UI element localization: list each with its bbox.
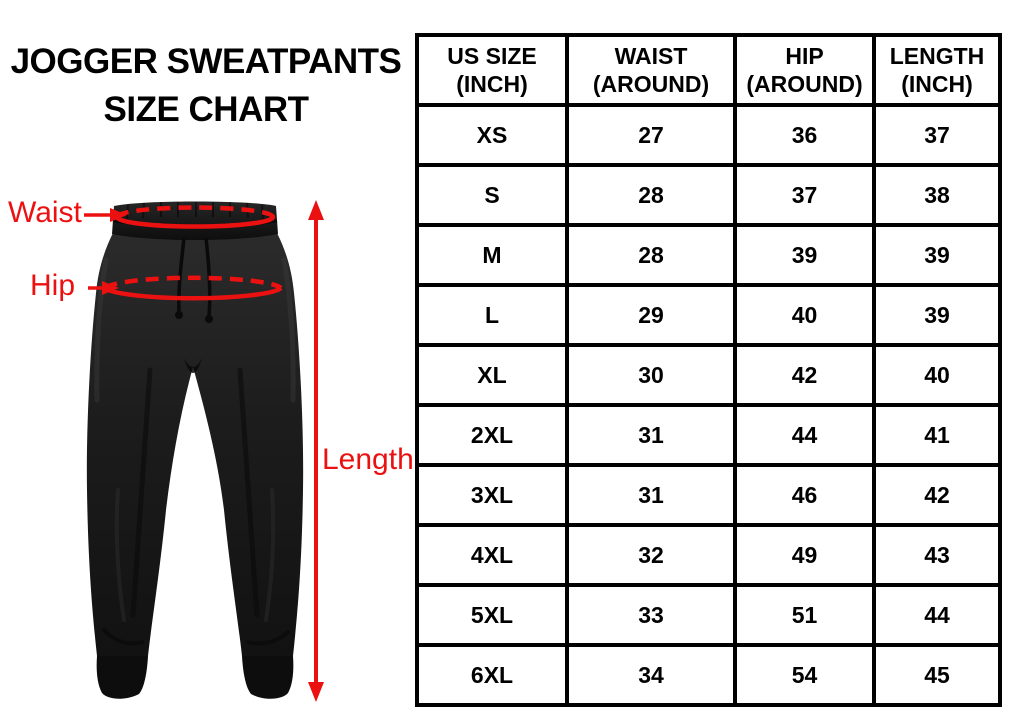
cell-us-size: S bbox=[415, 163, 569, 227]
cell-hip: 37 bbox=[733, 163, 876, 227]
cell-us-size: 2XL bbox=[415, 403, 569, 467]
cell-waist: 29 bbox=[565, 283, 737, 347]
title-line-1: JOGGER SWEATPANTS bbox=[10, 42, 402, 81]
waist-label: Waist bbox=[8, 196, 82, 229]
column-header-waist: WAIST (AROUND) bbox=[565, 33, 737, 107]
cell-hip: 44 bbox=[733, 403, 876, 467]
pants-body bbox=[86, 233, 304, 656]
crotch-shadow bbox=[184, 358, 202, 373]
waist-arrow bbox=[84, 208, 127, 222]
cell-us-size: 3XL bbox=[415, 463, 569, 527]
cell-hip: 46 bbox=[733, 463, 876, 527]
column-header-hip: HIP (AROUND) bbox=[733, 33, 876, 107]
cell-hip: 49 bbox=[733, 523, 876, 587]
cell-us-size: L bbox=[415, 283, 569, 347]
cell-hip: 36 bbox=[733, 103, 876, 167]
cell-length: 37 bbox=[872, 103, 1002, 167]
cell-length: 42 bbox=[872, 463, 1002, 527]
row-2xl: 2XL 31 44 41 bbox=[415, 403, 1002, 467]
cell-waist: 31 bbox=[565, 403, 737, 467]
cell-us-size: XS bbox=[415, 103, 569, 167]
waistband bbox=[112, 201, 278, 240]
row-5xl: 5XL 33 51 44 bbox=[415, 583, 1002, 647]
cell-length: 39 bbox=[872, 223, 1002, 287]
row-3xl: 3XL 31 46 42 bbox=[415, 463, 1002, 527]
cell-hip: 54 bbox=[733, 643, 876, 707]
cell-length: 43 bbox=[872, 523, 1002, 587]
fabric-folds bbox=[94, 257, 296, 646]
cell-us-size: XL bbox=[415, 343, 569, 407]
cell-waist: 31 bbox=[565, 463, 737, 527]
cell-us-size: 5XL bbox=[415, 583, 569, 647]
page-title: JOGGER SWEATPANTS SIZE CHART bbox=[0, 38, 412, 134]
row-m: M 28 39 39 bbox=[415, 223, 1002, 287]
hip-measure-ellipse bbox=[103, 275, 283, 301]
cell-length: 45 bbox=[872, 643, 1002, 707]
hip-label: Hip bbox=[30, 269, 76, 302]
column-header-us-size: US SIZE (INCH) bbox=[415, 33, 569, 107]
row-6xl: 6XL 34 54 45 bbox=[415, 643, 1002, 707]
length-label: Length bbox=[322, 443, 414, 476]
cell-waist: 30 bbox=[565, 343, 737, 407]
cell-hip: 40 bbox=[733, 283, 876, 347]
hip-arrow bbox=[88, 281, 119, 295]
cell-us-size: M bbox=[415, 223, 569, 287]
drawstring-left bbox=[175, 237, 186, 319]
header-row: US SIZE (INCH) WAIST (AROUND) HIP (AROUN… bbox=[415, 33, 1002, 107]
length-arrow bbox=[308, 200, 324, 702]
title-line-2: SIZE CHART bbox=[103, 90, 310, 129]
size-table: US SIZE (INCH) WAIST (AROUND) HIP (AROUN… bbox=[415, 33, 1002, 707]
cell-length: 39 bbox=[872, 283, 1002, 347]
cell-hip: 39 bbox=[733, 223, 876, 287]
column-header-length: LENGTH (INCH) bbox=[872, 33, 1002, 107]
cell-length: 40 bbox=[872, 343, 1002, 407]
row-4xl: 4XL 32 49 43 bbox=[415, 523, 1002, 587]
waist-measure-ellipse bbox=[114, 205, 276, 229]
row-s: S 28 37 38 bbox=[415, 163, 1002, 227]
cell-us-size: 4XL bbox=[415, 523, 569, 587]
cell-us-size: 6XL bbox=[415, 643, 569, 707]
cell-waist: 32 bbox=[565, 523, 737, 587]
row-xl: XL 30 42 40 bbox=[415, 343, 1002, 407]
cell-waist: 28 bbox=[565, 223, 737, 287]
cell-waist: 28 bbox=[565, 163, 737, 227]
cell-waist: 27 bbox=[565, 103, 737, 167]
cell-length: 41 bbox=[872, 403, 1002, 467]
jogger-pants-illustration bbox=[84, 200, 324, 702]
cell-waist: 34 bbox=[565, 643, 737, 707]
cell-hip: 51 bbox=[733, 583, 876, 647]
cuff-left bbox=[96, 656, 148, 699]
cell-length: 38 bbox=[872, 163, 1002, 227]
cuff-right bbox=[242, 656, 294, 699]
cell-length: 44 bbox=[872, 583, 1002, 647]
cell-hip: 42 bbox=[733, 343, 876, 407]
row-l: L 29 40 39 bbox=[415, 283, 1002, 347]
row-xs: XS 27 36 37 bbox=[415, 103, 1002, 167]
cell-waist: 33 bbox=[565, 583, 737, 647]
